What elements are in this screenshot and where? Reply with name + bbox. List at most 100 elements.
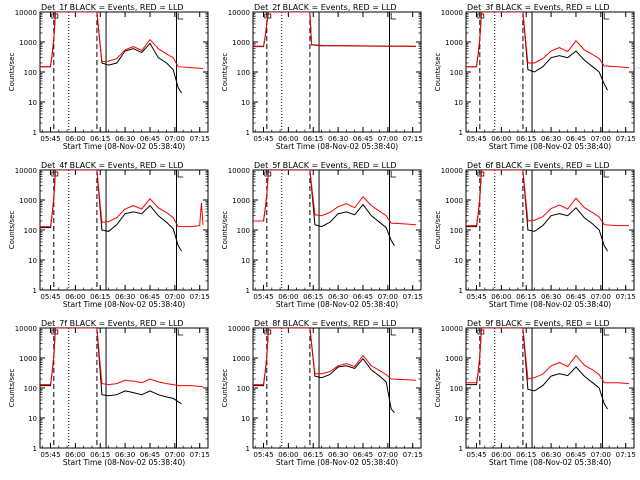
x-tick-label: 06:00 (65, 293, 85, 301)
y-tick-label: 1 (459, 445, 463, 453)
panel-title: Det_1f BLACK = Events, RED = LLD (41, 3, 184, 12)
x-tick-label: 05:45 (40, 451, 60, 459)
x-axis-label: Start Time (08-Nov-02 05:38:40) (489, 458, 611, 467)
x-tick-label: 07:00 (591, 451, 611, 459)
x-tick-label: 06:45 (140, 293, 160, 301)
plot-frame (252, 327, 422, 449)
plot-frame (465, 11, 635, 133)
x-tick-label: 07:15 (190, 451, 210, 459)
x-tick-label: 06:15 (90, 135, 110, 143)
x-axis-label: Start Time (08-Nov-02 05:38:40) (276, 142, 398, 151)
x-axis-label: Start Time (08-Nov-02 05:38:40) (63, 300, 185, 309)
lld-rate-line (253, 12, 417, 47)
panel-title: Det_5f BLACK = Events, RED = LLD (254, 161, 397, 170)
x-tick-label: 06:15 (90, 293, 110, 301)
y-tick-label: 1 (459, 287, 463, 295)
corner-marker (390, 329, 397, 336)
x-tick-label: 07:00 (165, 293, 185, 301)
x-tick-label: 05:45 (466, 451, 486, 459)
y-tick-label: 10000 (228, 9, 250, 17)
y-tick-label: 100 (450, 385, 463, 393)
x-tick-label: 06:00 (278, 451, 298, 459)
y-tick-label: 1000 (445, 39, 463, 47)
x-tick-label: 06:15 (516, 135, 536, 143)
plot-frame (465, 327, 635, 449)
y-tick-label: 10 (28, 257, 37, 265)
events-rate-line (253, 328, 395, 414)
corner-marker (177, 13, 184, 20)
y-tick-label: 100 (24, 227, 37, 235)
y-tick-label: 1 (33, 287, 37, 295)
plot-frame (252, 11, 422, 133)
x-tick-label: 06:30 (328, 135, 348, 143)
y-tick-label: 1 (33, 129, 37, 137)
x-axis-label: Start Time (08-Nov-02 05:38:40) (276, 300, 398, 309)
x-tick-label: 07:00 (378, 135, 398, 143)
x-tick-label: 07:00 (591, 135, 611, 143)
y-tick-label: 1000 (445, 197, 463, 205)
detector-panel: 1 10 100 1000 10000 05:45 06:00 06:15 06:30 06:45… (221, 3, 423, 151)
x-tick-label: 06:45 (140, 135, 160, 143)
y-tick-label: 10000 (15, 167, 37, 175)
x-tick-label: 06:30 (541, 135, 561, 143)
y-tick-label: 10 (454, 257, 463, 265)
x-tick-label: 05:45 (40, 135, 60, 143)
y-tick-label: 10000 (441, 325, 463, 333)
corner-marker (390, 13, 397, 20)
y-axis-label: Counts/sec (434, 53, 442, 92)
y-axis-label: Counts/sec (8, 53, 16, 92)
x-tick-label: 06:00 (278, 135, 298, 143)
detector-panel: 1 10 100 1000 10000 05:45 06:00 06:15 06:30 06:45… (221, 319, 423, 467)
x-axis-label: Start Time (08-Nov-02 05:38:40) (63, 458, 185, 467)
x-axis-label: Start Time (08-Nov-02 05:38:40) (276, 458, 398, 467)
y-axis-label: Counts/sec (221, 53, 229, 92)
x-tick-label: 06:00 (491, 451, 511, 459)
detector-panel: 1 10 100 1000 10000 05:45 06:00 06:15 06:30 06:45… (8, 319, 210, 467)
y-tick-label: 10 (28, 415, 37, 423)
y-tick-label: 10000 (441, 9, 463, 17)
x-tick-label: 06:45 (353, 293, 373, 301)
y-tick-label: 10000 (441, 167, 463, 175)
panel-title: Det_8f BLACK = Events, RED = LLD (254, 319, 397, 328)
x-tick-label: 06:00 (65, 135, 85, 143)
corner-marker (177, 329, 184, 336)
x-tick-label: 06:30 (541, 293, 561, 301)
y-tick-label: 10 (241, 257, 250, 265)
lld-rate-line (40, 170, 204, 228)
x-tick-label: 05:45 (466, 135, 486, 143)
events-rate-line (40, 170, 182, 252)
x-tick-label: 05:45 (40, 293, 60, 301)
detector-panel: 1 10 100 1000 10000 05:45 06:00 06:15 06:30 06:45… (434, 161, 636, 309)
corner-marker (603, 13, 610, 20)
y-tick-label: 100 (237, 69, 250, 77)
x-tick-label: 06:30 (328, 451, 348, 459)
x-tick-label: 06:15 (516, 451, 536, 459)
y-tick-label: 1 (246, 445, 250, 453)
corner-marker (603, 171, 610, 178)
panel-title: Det_7f BLACK = Events, RED = LLD (41, 319, 184, 328)
y-tick-label: 10 (28, 99, 37, 107)
y-tick-label: 1000 (232, 39, 250, 47)
x-tick-label: 06:15 (516, 293, 536, 301)
x-tick-label: 07:00 (378, 451, 398, 459)
x-tick-label: 05:45 (253, 451, 273, 459)
y-tick-label: 10000 (15, 9, 37, 17)
y-tick-label: 1000 (19, 39, 37, 47)
corner-marker (390, 171, 397, 178)
y-axis-label: Counts/sec (434, 211, 442, 250)
panel-title: Det_6f BLACK = Events, RED = LLD (467, 161, 610, 170)
x-tick-label: 07:00 (165, 451, 185, 459)
y-axis-label: Counts/sec (221, 211, 229, 250)
lld-rate-line (466, 12, 630, 69)
y-tick-label: 1 (246, 287, 250, 295)
panel-title: Det_9f BLACK = Events, RED = LLD (467, 319, 610, 328)
x-tick-label: 07:15 (190, 293, 210, 301)
lld-rate-line (466, 328, 630, 385)
panel-title: Det_2f BLACK = Events, RED = LLD (254, 3, 397, 12)
lld-rate-line (466, 170, 629, 227)
plot-frame (465, 169, 635, 291)
corner-marker (177, 171, 184, 178)
panel-title: Det_3f BLACK = Events, RED = LLD (467, 3, 610, 12)
y-tick-label: 100 (237, 385, 250, 393)
